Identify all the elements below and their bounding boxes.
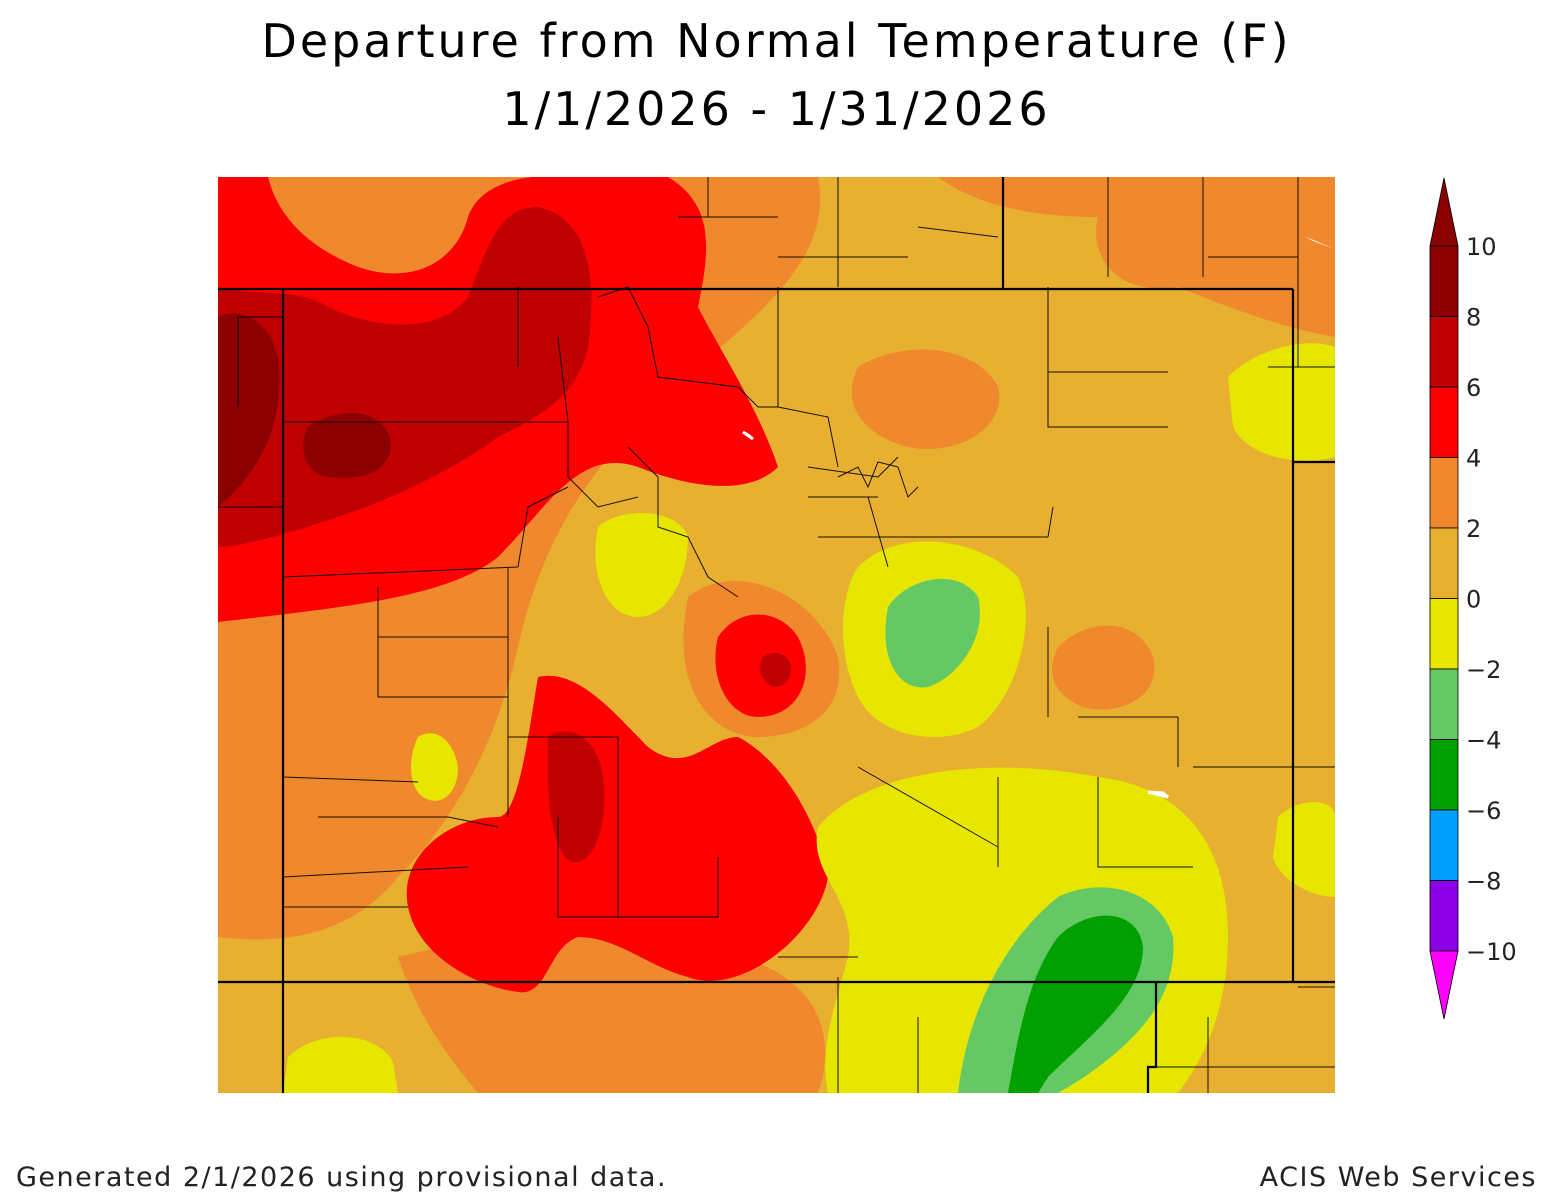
contour-darkgreen-south — [1008, 915, 1143, 1093]
legend-top-triangle — [1429, 177, 1459, 247]
legend-label-3: 4 — [1466, 445, 1481, 473]
legend-bottom-triangle — [1429, 950, 1459, 1020]
lake-marker-southeast — [1147, 790, 1169, 799]
contour-orange-center — [851, 349, 1000, 449]
contour-lightgreen-center — [885, 578, 980, 688]
contour-yellow-southwest — [283, 1036, 398, 1093]
legend-label-9: −8 — [1466, 868, 1501, 896]
legend-band-0 — [1429, 245, 1459, 317]
contour-yellow-southeast-edge — [1273, 802, 1335, 897]
legend-band-1 — [1429, 316, 1459, 388]
temperature-departure-map — [218, 177, 1335, 1093]
contour-darkred-south — [548, 731, 605, 863]
footer-generated-note: Generated 2/1/2026 using provisional dat… — [16, 1162, 668, 1193]
legend-label-2: 6 — [1466, 374, 1481, 402]
legend-band-4 — [1429, 527, 1459, 599]
lake-marker — [1306, 237, 1335, 249]
contour-orange-east — [1052, 625, 1155, 710]
contour-darkest-northwest — [303, 413, 391, 478]
contour-darkred-spot — [759, 652, 792, 688]
legend-band-6 — [1429, 668, 1459, 740]
legend-band-7 — [1429, 739, 1459, 811]
contour-red-south — [406, 675, 828, 993]
footer-source: ACIS Web Services — [1259, 1162, 1537, 1193]
lake-marker-center — [742, 430, 754, 441]
contour-yellow-center-west — [595, 513, 688, 617]
legend-label-4: 2 — [1466, 515, 1481, 543]
legend-label-7: −4 — [1466, 727, 1501, 755]
legend-band-3 — [1429, 457, 1459, 529]
legend-label-10: −10 — [1466, 938, 1517, 966]
state-lines — [218, 177, 1335, 1093]
legend-band-2 — [1429, 386, 1459, 458]
legend-label-5: 0 — [1466, 586, 1481, 614]
legend-label-8: −6 — [1466, 797, 1501, 825]
contour-orange-ne — [938, 177, 1335, 337]
legend-label-0: 10 — [1466, 233, 1497, 261]
legend-band-5 — [1429, 598, 1459, 670]
contour-yellow-east — [1228, 343, 1335, 461]
legend-label-6: −2 — [1466, 656, 1501, 684]
color-legend: 10 8 6 4 2 0 −2 −4 −6 −8 −10 — [1429, 177, 1517, 1020]
map-subtitle: 1/1/2026 - 1/31/2026 — [502, 82, 1051, 136]
legend-label-1: 8 — [1466, 304, 1481, 332]
legend-band-8 — [1429, 809, 1459, 881]
map-title: Departure from Normal Temperature (F) — [261, 14, 1292, 68]
contour-darkest-west — [218, 313, 280, 507]
contour-yellow-west — [411, 733, 458, 801]
legend-band-9 — [1429, 880, 1459, 952]
